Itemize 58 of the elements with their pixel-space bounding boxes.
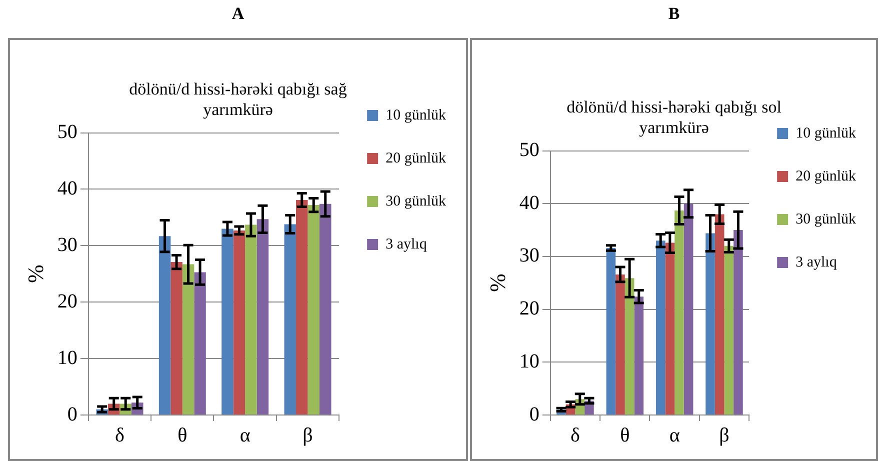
bar (320, 204, 332, 414)
y-tick-label: 0 (67, 403, 78, 426)
x-tick-label: δ (570, 424, 580, 446)
y-tick-label: 20 (519, 298, 540, 320)
bar (194, 272, 206, 414)
bar (296, 200, 308, 414)
y-tick-label: 10 (519, 350, 540, 372)
bar (182, 264, 194, 414)
chart-subtitle: A (230, 4, 246, 24)
y-tick-label: 40 (57, 177, 78, 200)
y-tick-label: 50 (519, 139, 540, 162)
legend-label: 10 günlük (386, 107, 446, 124)
y-axis-title: % (484, 274, 510, 292)
y-tick-label: 50 (57, 121, 78, 144)
bar (684, 204, 694, 414)
legend-label: 3 aylıq (796, 254, 838, 270)
bar (222, 228, 234, 414)
bar (665, 242, 675, 414)
x-tick-label: β (302, 424, 313, 446)
y-tick-label: 30 (519, 244, 540, 267)
chart-subtitle: B (667, 4, 681, 24)
chart-title: dölönü/d hissi-hərəki qabığı sağ yarımkürə (129, 80, 348, 120)
bar (245, 224, 257, 414)
bar (158, 236, 171, 414)
bar (308, 205, 320, 414)
y-tick-label: 30 (57, 234, 78, 256)
legend-label: 20 günlük (386, 150, 446, 166)
bar (706, 233, 715, 414)
x-tick-label: θ (178, 424, 188, 446)
x-tick-label: α (240, 424, 251, 446)
bar (624, 278, 634, 414)
legend-label: 10 günlük (796, 125, 856, 142)
y-tick-label: 10 (57, 346, 78, 369)
bar (714, 214, 724, 414)
bar (724, 246, 734, 414)
bar (734, 230, 743, 414)
chart-title: dölönü/d hissi-hərəki qabığı sol yarımkürə (566, 98, 782, 138)
bar (170, 262, 182, 414)
x-tick-label: α (669, 424, 680, 446)
bar (606, 248, 616, 414)
bar (674, 210, 684, 414)
legend-label: 3 aylıq (386, 236, 428, 252)
bar (256, 219, 269, 414)
legend-label: 20 günlük (796, 168, 856, 184)
x-tick-label: β (719, 424, 730, 446)
bar (656, 240, 666, 414)
bar (616, 274, 625, 414)
bar (634, 296, 644, 414)
x-tick-label: θ (620, 424, 630, 446)
y-tick-label: 0 (529, 403, 540, 426)
bar (233, 230, 246, 414)
y-tick-label: 20 (57, 290, 78, 312)
bar (284, 224, 296, 414)
legend-label: 30 günlük (386, 193, 446, 210)
x-tick-label: δ (115, 424, 124, 446)
y-tick-label: 40 (519, 192, 540, 214)
legend-label: 30 günlük (796, 211, 856, 228)
y-axis-title: % (22, 264, 48, 284)
